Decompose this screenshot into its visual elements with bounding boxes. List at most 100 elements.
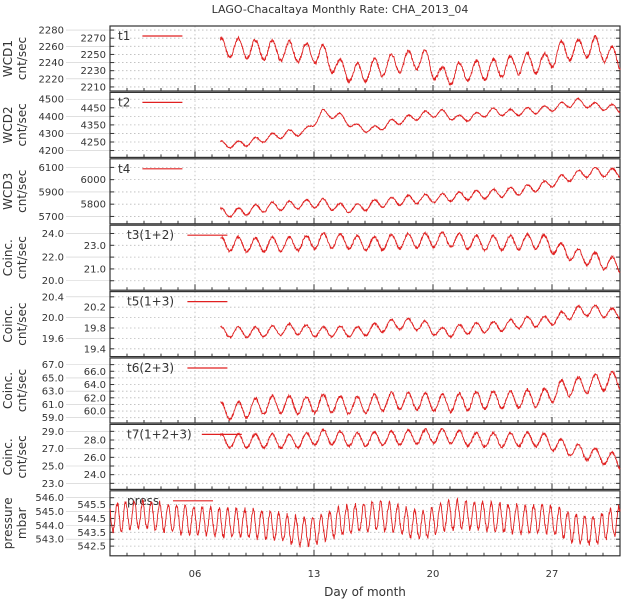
y-tick-label: 28.0 <box>84 436 106 447</box>
y-tick-label: 22.0 <box>42 253 64 264</box>
y-tick-label: 64.0 <box>84 380 106 391</box>
y-tick-label: 67.0 <box>42 360 64 371</box>
y-tick-label: 4400 <box>39 112 64 123</box>
panel-6: 59.0 60.0 61.0 62.0 63.0 64.0 65.0 66.0 67.0 Coin… <box>1 357 621 424</box>
y-tick-label: 60.0 <box>84 407 106 418</box>
panel-3: 5700 5800 5900 6000 6100 WCD3 cnt/sec t4 <box>1 158 621 225</box>
y-tick-label: 27.0 <box>42 444 64 455</box>
x-tick-label: 27 <box>546 569 559 580</box>
y-tick-label: 19.4 <box>84 344 106 355</box>
y-tick-label: 4500 <box>39 95 64 106</box>
y-tick-label: 66.0 <box>84 367 106 378</box>
y-tick-label: 2250 <box>81 50 106 61</box>
panel-frame <box>109 91 621 159</box>
y-tick-label: 61.0 <box>42 400 64 411</box>
y-tick-label: 20.2 <box>84 303 106 314</box>
y-tick-label: 4200 <box>39 146 64 157</box>
legend-label: t7(1+2+3) <box>127 427 192 441</box>
y-tick-label: 20.0 <box>42 276 64 287</box>
y-tick-label: 62.0 <box>84 393 106 404</box>
panel-frame <box>109 357 621 424</box>
legend-label: t2 <box>118 95 130 109</box>
y-tick-label: 2210 <box>81 82 106 93</box>
series-line-t4 <box>220 166 621 218</box>
y-tick-label: 5700 <box>39 212 64 223</box>
y-tick-label: 25.0 <box>42 462 64 473</box>
x-tick-label: 06 <box>189 569 202 580</box>
y-tick-label: 24.0 <box>42 229 64 240</box>
y-tick-label: 2270 <box>81 34 106 45</box>
y-tick-label: 6100 <box>39 163 64 174</box>
y-axis-unit: cnt/sec <box>15 435 29 478</box>
panel-frame <box>109 291 621 358</box>
y-axis-label: pressure <box>1 497 15 549</box>
y-tick-label: 543.0 <box>35 535 64 546</box>
legend-label: t5(1+3) <box>127 295 174 309</box>
y-axis-unit: mbar <box>15 507 29 539</box>
panel-4: 20.0 21.0 22.0 23.0 24.0 Coinc. cnt/sec t3(1+2) <box>1 224 621 291</box>
y-tick-label: 59.0 <box>42 413 64 424</box>
y-tick-label: 23.0 <box>42 479 64 490</box>
panel-2: 4200 4250 4300 4350 4400 4450 4500 WCD2 cnt/sec t… <box>1 91 621 159</box>
panel-7: 23.0 24.0 25.0 26.0 27.0 28.0 29.0 Coinc. cnt/se… <box>1 423 621 490</box>
series-line-press <box>109 496 621 548</box>
y-tick-label: 20.4 <box>42 292 64 303</box>
series-line-t3(1+2) <box>220 230 621 273</box>
y-tick-label: 5800 <box>81 200 106 211</box>
legend-label: t4 <box>118 162 130 176</box>
y-tick-label: 542.5 <box>77 542 106 553</box>
panel-8: 542.5 543.0 543.5 544.0 544.5 545.0 545.5 546.0… <box>1 490 621 557</box>
x-axis: 06 13 20 27 <box>189 569 559 580</box>
y-tick-label: 21.0 <box>84 264 106 275</box>
y-axis-unit: cnt/sec <box>15 303 29 346</box>
y-tick-label: 23.0 <box>84 241 106 252</box>
y-tick-label: 2240 <box>39 58 64 69</box>
y-axis-label: WCD2 <box>1 106 15 143</box>
panel-frame <box>109 490 621 557</box>
y-tick-label: 24.0 <box>84 470 106 481</box>
y-tick-label: 26.0 <box>84 453 106 464</box>
y-tick-label: 544.0 <box>35 521 64 532</box>
y-tick-label: 20.0 <box>42 313 64 324</box>
y-tick-label: 4350 <box>81 120 106 131</box>
y-tick-label: 546.0 <box>35 493 64 504</box>
y-tick-label: 19.6 <box>42 334 64 345</box>
y-tick-label: 19.8 <box>84 324 106 335</box>
y-tick-label: 29.0 <box>42 427 64 438</box>
y-tick-label: 63.0 <box>42 387 64 398</box>
series-line-t1 <box>220 35 621 87</box>
y-axis-unit: cnt/sec <box>15 369 29 412</box>
y-tick-label: 2230 <box>81 66 106 77</box>
series-line-t7(1+2+3) <box>220 427 621 471</box>
legend-label: t1 <box>118 29 130 43</box>
panel-frame <box>109 224 621 291</box>
series-line-t5(1+3) <box>220 304 621 340</box>
y-axis-unit: cnt/sec <box>15 103 29 146</box>
y-axis-label: Coinc. <box>1 306 15 343</box>
y-axis-unit: cnt/sec <box>15 37 29 80</box>
x-tick-label: 20 <box>427 569 440 580</box>
y-tick-label: 4300 <box>39 129 64 140</box>
panel-frame <box>109 25 621 92</box>
y-tick-label: 544.5 <box>77 514 106 525</box>
legend-label: t3(1+2) <box>127 228 174 242</box>
y-tick-label: 545.0 <box>35 507 64 518</box>
x-axis-label: Day of month <box>324 585 406 599</box>
y-tick-label: 543.5 <box>77 528 106 539</box>
y-tick-label: 4250 <box>81 138 106 149</box>
chart-title: LAGO-Chacaltaya Monthly Rate: CHA_2013_0… <box>212 3 469 16</box>
panel-5: 19.4 19.6 19.8 20.0 20.2 20.4 Coinc. cnt/sec t5(… <box>1 291 621 358</box>
y-axis-label: Coinc. <box>1 438 15 475</box>
y-axis-label: Coinc. <box>1 239 15 276</box>
y-tick-label: 2260 <box>39 42 64 53</box>
y-tick-label: 2220 <box>39 74 64 85</box>
series-line-t2 <box>220 97 621 150</box>
y-tick-label: 6000 <box>81 175 106 186</box>
y-tick-label: 2280 <box>39 26 64 37</box>
y-tick-label: 65.0 <box>42 373 64 384</box>
panel-frame <box>109 423 621 490</box>
legend-label: t6(2+3) <box>127 361 174 375</box>
x-tick-label: 13 <box>308 569 321 580</box>
